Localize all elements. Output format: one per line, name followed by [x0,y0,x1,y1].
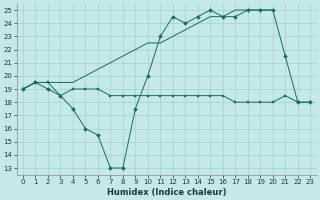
X-axis label: Humidex (Indice chaleur): Humidex (Indice chaleur) [107,188,226,197]
